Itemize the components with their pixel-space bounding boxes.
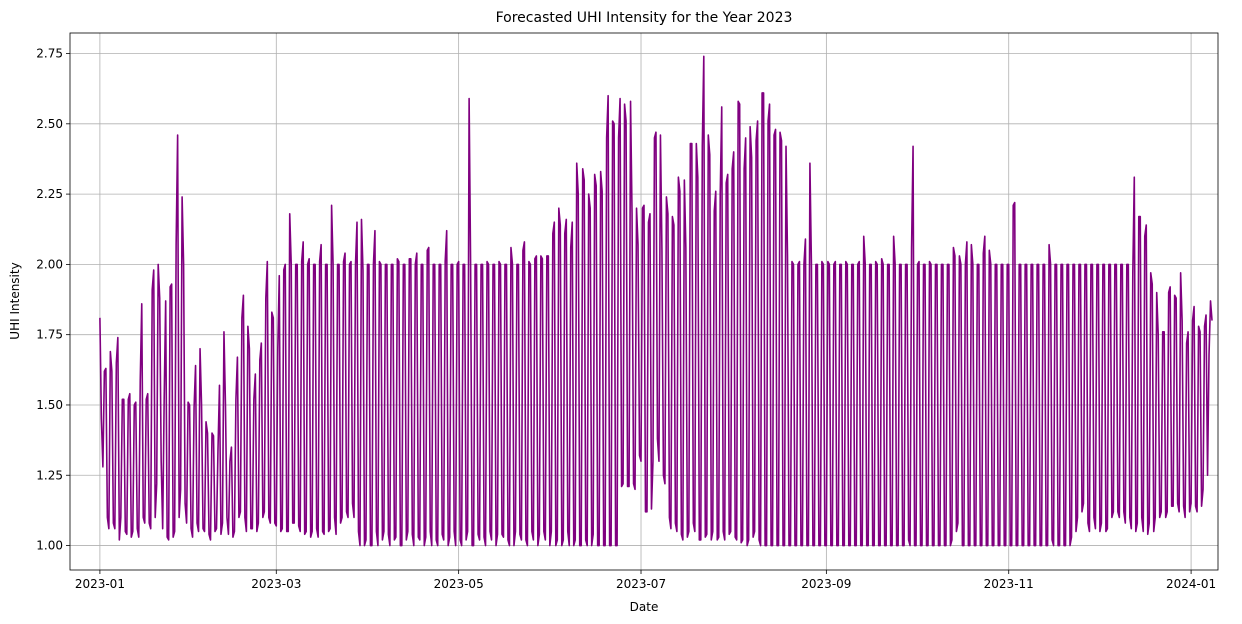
- x-tick-label: 2023-09: [801, 577, 851, 591]
- y-axis-ticks: 1.00 1.25 1.50 1.75 2.00 2.25 2.50 2.75: [36, 47, 70, 553]
- y-axis-label: UHI Intensity: [8, 262, 22, 339]
- y-tick-label: 1.75: [36, 328, 63, 342]
- y-tick-label: 2.50: [36, 117, 63, 131]
- plot-area-frame: [69, 32, 1219, 571]
- x-axis-label: Date: [630, 600, 659, 614]
- y-tick-label: 2.00: [36, 257, 63, 271]
- x-tick-label: 2023-01: [75, 577, 125, 591]
- x-tick-label: 2024-01: [1166, 577, 1216, 591]
- y-tick-label: 1.00: [36, 539, 63, 553]
- y-tick-label: 1.50: [36, 398, 63, 412]
- uhi-series-line: [99, 55, 1213, 547]
- x-tick-label: 2023-03: [251, 577, 301, 591]
- y-tick-label: 1.25: [36, 468, 63, 482]
- y-tick-label: 2.25: [36, 187, 63, 201]
- x-axis-ticks: 2023-01 2023-03 2023-05 2023-07 2023-09 2023-…: [75, 570, 1216, 591]
- x-tick-label: 2023-07: [616, 577, 666, 591]
- series-layer: [99, 55, 1213, 547]
- x-tick-label: 2023-05: [434, 577, 484, 591]
- chart-title: Forecasted UHI Intensity for the Year 20…: [496, 10, 793, 26]
- x-tick-label: 2023-11: [984, 577, 1034, 591]
- y-tick-label: 2.75: [36, 47, 63, 61]
